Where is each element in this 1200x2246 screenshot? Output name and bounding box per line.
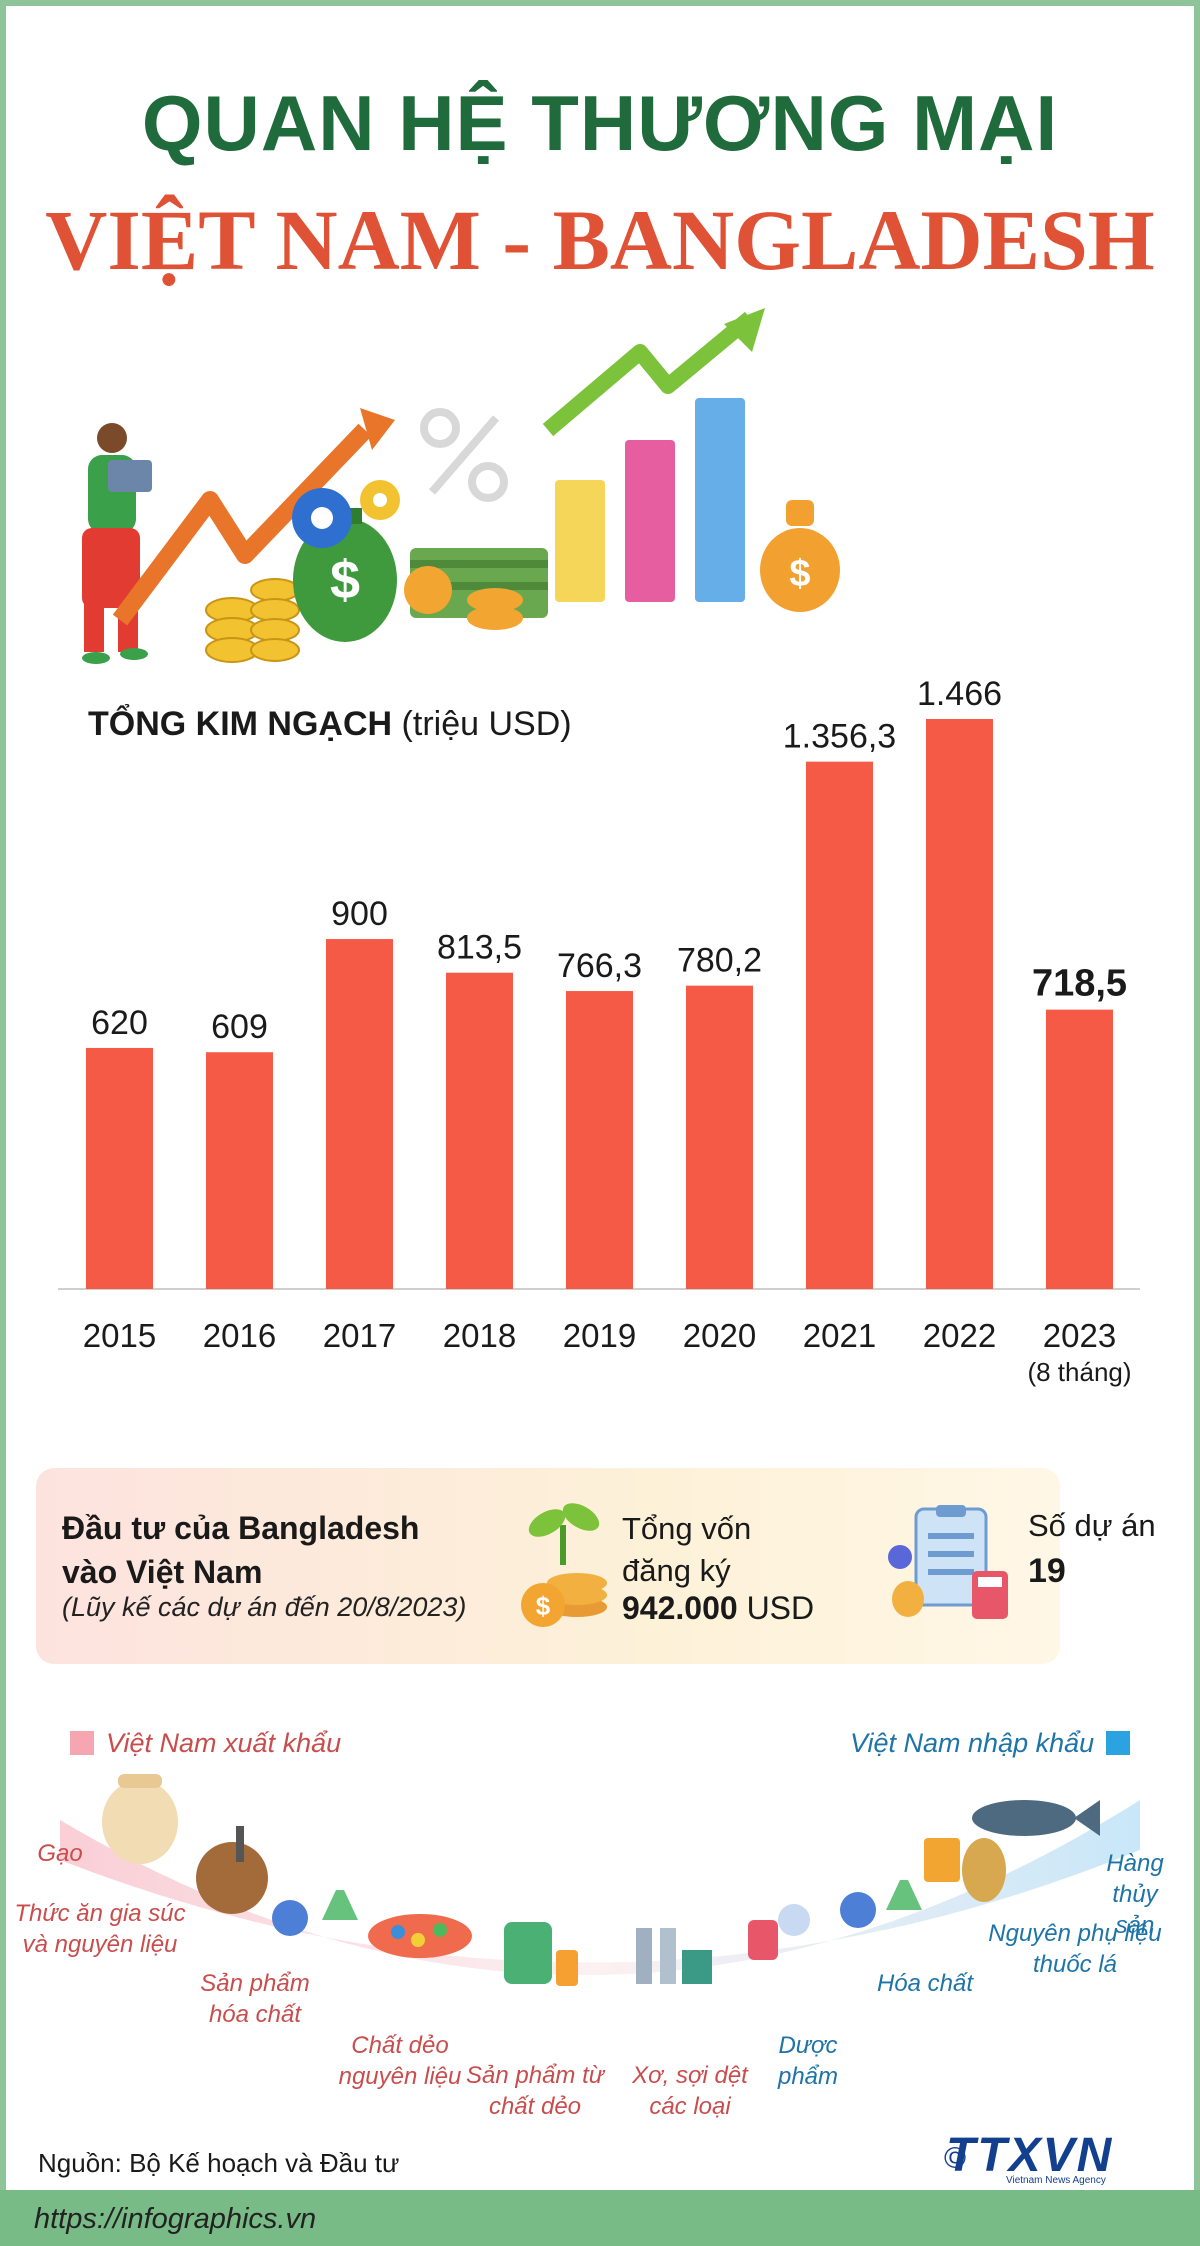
category-note-2023: (8 tháng) bbox=[1027, 1357, 1131, 1387]
person-illustration bbox=[82, 423, 152, 664]
plant-coins-icon: $ bbox=[521, 1503, 607, 1627]
bar-2016 bbox=[206, 1052, 273, 1289]
logo-text: TTXVN bbox=[946, 2129, 1114, 2182]
chemical-flask-icon bbox=[272, 1890, 358, 1936]
export-legend: Việt Nam xuất khẩu bbox=[70, 1728, 341, 1759]
import-item: Nguyên phụ liệu thuốc lá bbox=[988, 1920, 1162, 1978]
bar-2019 bbox=[566, 991, 633, 1289]
bar-2017 bbox=[326, 939, 393, 1289]
import-item: Hàng thủy sản bbox=[1106, 1850, 1164, 1939]
investment-note: (Lũy kế các dự án đến 20/8/2023) bbox=[62, 1592, 467, 1622]
tobacco-icon bbox=[924, 1838, 1006, 1902]
rice-sack-icon bbox=[102, 1774, 178, 1864]
category-label-2015: 2015 bbox=[83, 1317, 156, 1354]
orange-arrow-icon bbox=[112, 423, 372, 626]
svg-text:$: $ bbox=[789, 553, 810, 595]
category-label-2021: 2021 bbox=[803, 1317, 876, 1354]
import-chemical-flask-icon bbox=[840, 1880, 922, 1928]
category-label-2020: 2020 bbox=[683, 1317, 756, 1354]
category-label-2018: 2018 bbox=[443, 1317, 516, 1354]
value-label-2023: 718,5 bbox=[1032, 963, 1127, 1005]
value-label-2020: 780,2 bbox=[677, 942, 762, 980]
clipboard-calculator-icon bbox=[888, 1505, 1008, 1619]
export-item: Gạo bbox=[37, 1840, 83, 1867]
export-item: Sản phẩm từ chất dẻo bbox=[466, 2062, 604, 2120]
bar-2018 bbox=[446, 972, 513, 1289]
bar-2015 bbox=[86, 1047, 153, 1289]
growth-bars-icon bbox=[555, 398, 745, 602]
title-line-2: VIỆT NAM - BANGLADESH bbox=[45, 192, 1155, 288]
export-item: Chất dẻo nguyên liệu bbox=[338, 2032, 462, 2090]
investment-title: Đầu tư của Bangladesh vào Việt Nam bbox=[62, 1506, 419, 1594]
category-label-2023: 2023 bbox=[1043, 1317, 1116, 1354]
investment-panel bbox=[36, 1468, 1060, 1664]
export-legend-swatch bbox=[70, 1731, 94, 1755]
projects-label: Số dự án bbox=[1028, 1508, 1156, 1543]
percent-sign-icon bbox=[420, 408, 508, 502]
investment-title-line-2: vào Việt Nam bbox=[62, 1554, 263, 1590]
capital-label-line-1: Tổng vốn bbox=[622, 1511, 752, 1546]
import-item: Hóa chất bbox=[876, 1970, 974, 1997]
bar-chart: 620 2015 609 2016 900 2017 813,5 2018 766,3 2019 7… bbox=[58, 680, 1140, 1387]
bar-2020 bbox=[686, 985, 753, 1289]
export-item: Thức ăn gia súc và nguyên liệu bbox=[14, 1900, 186, 1958]
bar-2021 bbox=[806, 761, 873, 1289]
projects-value: 19 bbox=[1028, 1552, 1066, 1590]
export-item: Sản phẩm hóa chất bbox=[200, 1970, 310, 2028]
value-label-2016: 609 bbox=[211, 1008, 268, 1046]
cash-stack-icon bbox=[404, 548, 548, 630]
value-label-2021: 1.356,3 bbox=[783, 718, 896, 756]
coin-stacks-icon bbox=[205, 578, 300, 663]
export-item: Xơ, sợi dệt các loại bbox=[632, 2062, 748, 2120]
capital-label: Tổng vốn đăng ký bbox=[622, 1508, 751, 1592]
category-label-2017: 2017 bbox=[323, 1317, 396, 1354]
capital-unit: USD bbox=[746, 1590, 815, 1626]
import-item: Dược phẩm bbox=[777, 2032, 839, 2090]
bar-2023 bbox=[1046, 1009, 1113, 1289]
feed-sack-icon bbox=[196, 1826, 268, 1914]
copyright-icon: © bbox=[944, 2142, 967, 2175]
ttxvn-logo: TTXVN Vietnam News Agency bbox=[946, 2128, 1172, 2188]
value-label-2015: 620 bbox=[91, 1004, 148, 1042]
green-arrow-icon bbox=[542, 311, 756, 437]
plastic-container-icon bbox=[504, 1922, 578, 1986]
chart-unit: (triệu USD) bbox=[401, 705, 572, 743]
category-label-2019: 2019 bbox=[563, 1317, 636, 1354]
footer-bar bbox=[0, 2190, 1200, 2246]
bar-2022 bbox=[926, 719, 993, 1289]
footer-url[interactable]: https://infographics.vn bbox=[34, 2203, 317, 2235]
fish-icon bbox=[972, 1800, 1100, 1836]
capital-amount: 942.000 bbox=[622, 1590, 738, 1626]
investment-title-line-1: Đầu tư của Bangladesh bbox=[62, 1510, 420, 1546]
title-line-1: QUAN HỆ THƯƠNG MẠI bbox=[141, 79, 1059, 167]
export-legend-label: Việt Nam xuất khẩu bbox=[106, 1728, 342, 1758]
logo-subtitle: Vietnam News Agency bbox=[1006, 2175, 1106, 2186]
value-label-2022: 1.466 bbox=[917, 680, 1002, 713]
gears-icon bbox=[292, 480, 400, 548]
import-legend-label: Việt Nam nhập khẩu bbox=[850, 1728, 1095, 1758]
svg-text:$: $ bbox=[536, 1591, 551, 1621]
value-label-2018: 813,5 bbox=[437, 929, 522, 967]
trade-arc-illustration bbox=[60, 1774, 1140, 1986]
yarn-spools-icon bbox=[636, 1928, 712, 1984]
value-label-2019: 766,3 bbox=[557, 947, 642, 985]
value-label-2017: 900 bbox=[331, 895, 388, 933]
capital-label-line-2: đăng ký bbox=[622, 1553, 731, 1588]
chart-heading: TỔNG KIM NGẠCH (triệu USD) bbox=[88, 705, 572, 744]
import-legend: Việt Nam nhập khẩu bbox=[850, 1728, 1131, 1759]
chart-title: TỔNG KIM NGẠCH bbox=[88, 705, 393, 743]
finance-illustration: $ $ bbox=[82, 308, 840, 664]
capital-value: 942.000 USD bbox=[622, 1590, 814, 1627]
plastic-pellets-icon bbox=[368, 1914, 472, 1958]
svg-text:$: $ bbox=[330, 550, 360, 610]
category-label-2022: 2022 bbox=[923, 1317, 996, 1354]
import-legend-swatch bbox=[1106, 1731, 1131, 1755]
orange-money-bag-icon: $ bbox=[760, 500, 840, 612]
source-note: Nguồn: Bộ Kế hoạch và Đầu tư bbox=[38, 2148, 400, 2178]
category-label-2016: 2016 bbox=[203, 1317, 276, 1354]
medicine-icon bbox=[748, 1904, 810, 1960]
